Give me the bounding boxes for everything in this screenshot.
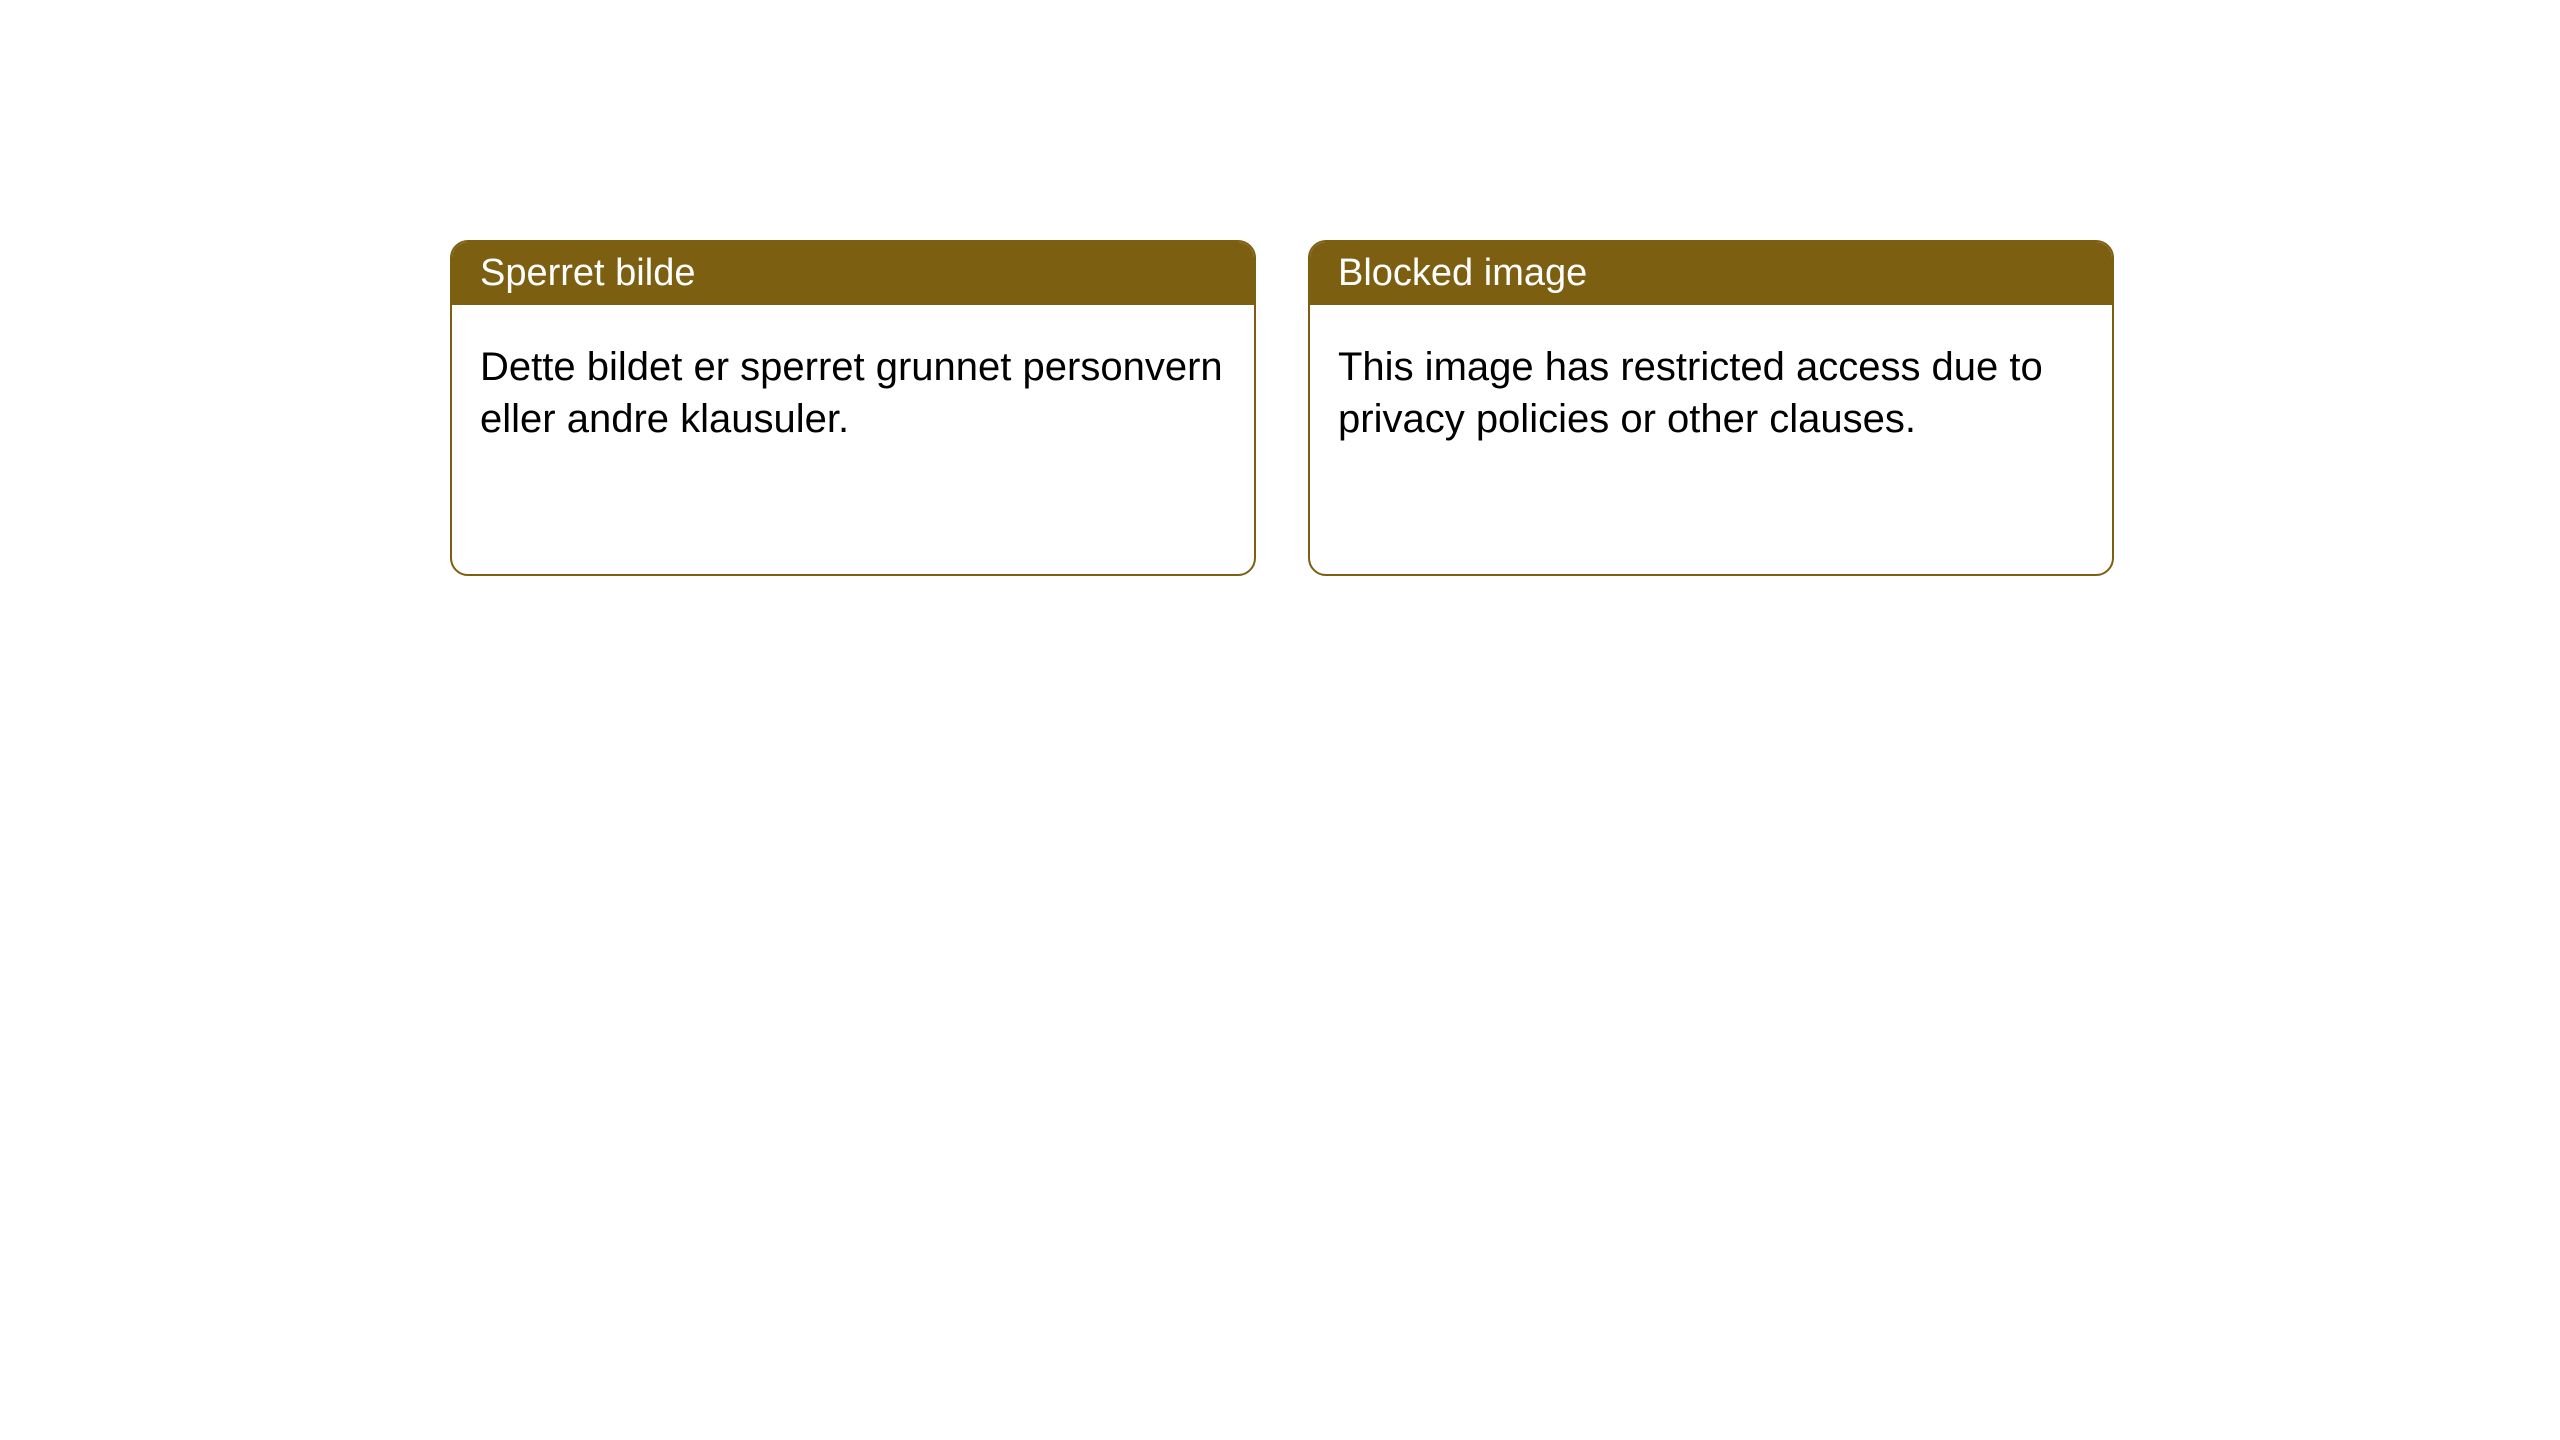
notice-title-en: Blocked image <box>1310 242 2112 305</box>
notice-body-no: Dette bildet er sperret grunnet personve… <box>452 305 1254 481</box>
notice-box-no: Sperret bilde Dette bildet er sperret gr… <box>450 240 1256 576</box>
notice-container: Sperret bilde Dette bildet er sperret gr… <box>0 0 2560 576</box>
notice-title-no: Sperret bilde <box>452 242 1254 305</box>
notice-box-en: Blocked image This image has restricted … <box>1308 240 2114 576</box>
notice-body-en: This image has restricted access due to … <box>1310 305 2112 481</box>
